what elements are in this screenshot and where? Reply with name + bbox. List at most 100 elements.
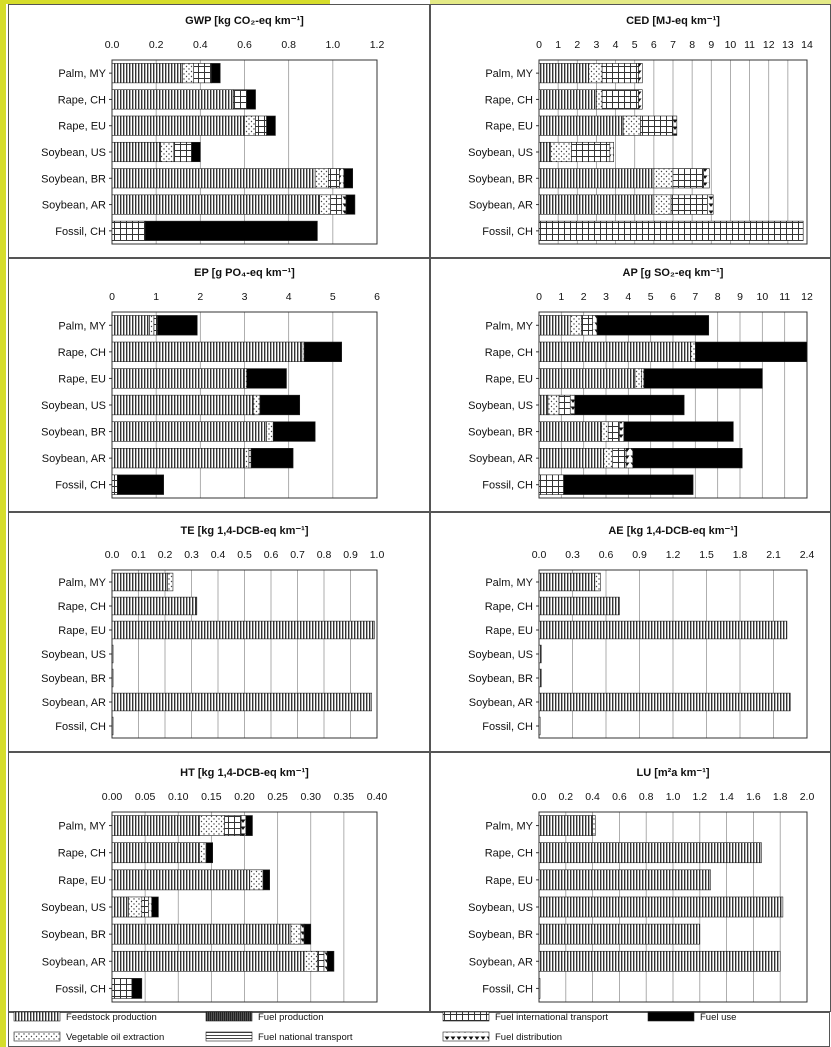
y-tick-label: Fossil, CH [55,480,106,492]
y-tick-label: Soybean, US [468,147,533,159]
bar-segment-fuelint [111,220,146,241]
bar-segment-fueldist [323,950,328,972]
bar-segment-fueluse [245,815,253,836]
bar-segment-vegoil [569,315,582,336]
bar-segment-fuelint [153,315,158,336]
y-tick-label: Fossil, CH [482,226,533,238]
bar-segment-feedstock [538,194,655,215]
x-tick-label: 6 [374,291,380,303]
x-tick-label: 1.8 [773,791,788,803]
bar-segment-fuelint [581,315,593,336]
x-tick-label: 2.4 [800,549,815,561]
y-tick-label: Soybean, BR [41,427,106,439]
y-tick-label: Fossil, CH [55,721,106,733]
bar-segment-fueluse [117,474,164,495]
bar-segment-fueluse [343,168,354,189]
x-tick-label: 0.6 [237,39,252,51]
bar-segment-feedstock [111,668,114,688]
bar-segment-feedstock [111,644,114,664]
legend-swatch-fuelprod [205,1011,253,1022]
bar-segment-fuelint [640,115,674,136]
bar-segment-feedstock [111,448,245,469]
bar-segment-feedstock [111,168,316,189]
x-tick-label: 2 [197,291,203,303]
legend-label: Fuel national transport [258,1032,353,1043]
bar-segment-vegoil [160,141,175,163]
bar-segment-vegoil [550,141,572,163]
chart-panel-1: GWP [kg CO₂-eq km⁻¹] 0.0 0.2 0.4 0.6 0.8 1.0 1.… [8,4,430,258]
bar-segment-fuelint [601,63,639,84]
y-tick-label: Rape, EU [485,625,533,637]
bar-segment-vegoil [653,168,674,189]
y-tick-label: Soybean, AR [469,453,533,465]
x-tick-label: 0.10 [168,791,189,803]
bar-segment-fuelint [670,194,708,215]
x-tick-label: 2 [581,291,587,303]
y-tick-label: Rape, EU [485,875,533,887]
y-tick-label: Soybean, US [41,400,106,412]
x-tick-label: 1.2 [692,791,707,803]
accent-bar-left [0,0,6,1047]
y-tick-label: Rape, EU [58,373,106,385]
bar-segment-feedstock [538,572,596,592]
bar-segment-fueluse [574,394,685,416]
bar-segment-vegoil [314,168,329,189]
x-tick-label: 0.20 [234,791,255,803]
bar-segment-feedstock [111,950,305,972]
bar-segment-fueldist [339,168,345,189]
panel-border [8,258,430,512]
bar-segment-fueldist [707,194,714,215]
x-tick-label: 0.4 [193,39,208,51]
bar-segment-fuelint [224,815,242,836]
x-tick-label: 0.3 [565,549,580,561]
y-tick-label: Palm, MY [58,68,106,80]
x-tick-label: 10 [725,39,737,51]
bar-segment-feedstock [111,923,292,945]
x-tick-label: 1.2 [370,39,385,51]
bar-segment-vegoil [253,394,261,416]
y-tick-label: Soybean, BR [468,929,533,941]
bar-segment-feedstock [538,421,602,442]
bar-segment-fuelint [330,194,342,215]
y-tick-label: Rape, CH [485,94,533,106]
legend-label: Vegetable oil extraction [66,1032,164,1043]
bar-segment-vegoil [603,448,613,469]
bar-segment-vegoil [199,842,207,864]
x-tick-label: 0.25 [267,791,288,803]
x-tick-label: 2 [574,39,580,51]
bar-segment-fueluse [272,421,316,442]
chart-title: EP [g PO₄-eq km⁻¹] [194,267,295,279]
x-tick-label: 5 [648,291,654,303]
x-tick-label: 0.30 [301,791,322,803]
bar-segment-fueldist [703,168,710,189]
bar-segment-fuelint [601,89,639,110]
bar-segment-fueluse [563,474,694,495]
bar-segment-feedstock [538,448,605,469]
x-tick-label: 3 [594,39,600,51]
y-tick-label: Rape, CH [58,347,106,359]
y-tick-label: Palm, MY [485,320,533,332]
bar-segment-fueldist [625,448,634,469]
y-tick-label: Rape, EU [485,373,533,385]
bar-segment-vegoil [601,421,609,442]
chart-title: LU [m²a km⁻¹] [636,767,709,779]
bar-segment-feedstock [538,63,590,84]
y-tick-label: Soybean, AR [469,200,533,212]
y-tick-label: Soybean, AR [42,453,106,465]
bar-segment-vegoil [149,315,155,336]
legend-label: Fuel production [258,1012,323,1023]
bar-segment-vegoil [653,194,672,215]
bar-segment-vegoil [128,896,143,918]
y-tick-label: Rape, EU [58,625,106,637]
bar-segment-fuelint [571,141,611,163]
bar-segment-fueldist [619,421,625,442]
y-tick-label: Fossil, CH [482,480,533,492]
x-tick-label: 0.5 [237,549,252,561]
y-tick-label: Rape, CH [58,601,106,613]
bar-segment-vegoil [592,815,596,836]
legend-label: Fuel use [700,1012,736,1023]
bar-segment-feedstock [538,115,624,136]
y-tick-label: Fossil, CH [482,721,533,733]
bar-segment-vegoil [547,394,560,416]
